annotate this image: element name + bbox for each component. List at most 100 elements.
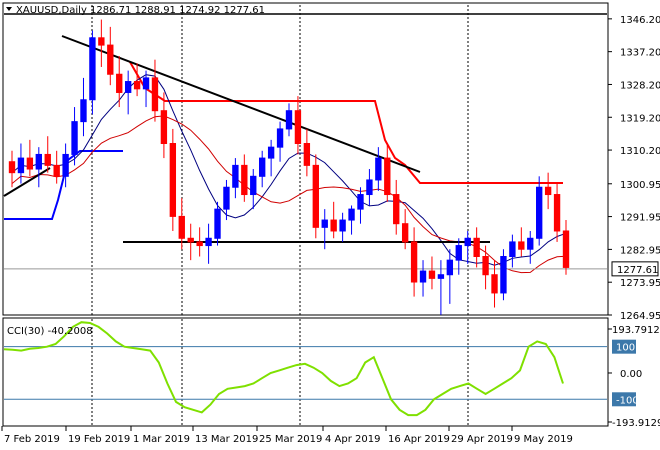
- cci-axis: 193.7912 100 0.00 -100 -193.9129: [608, 325, 660, 429]
- candle-body: [321, 219, 328, 228]
- last-price-tag: [611, 261, 659, 277]
- candle: [455, 238, 462, 275]
- candle: [250, 169, 257, 210]
- candle-body: [53, 164, 60, 177]
- candle: [214, 201, 221, 246]
- candle-body: [562, 230, 570, 268]
- collapse-triangle-icon[interactable]: [6, 7, 12, 11]
- candle: [303, 128, 311, 177]
- cci-level-tag: [612, 392, 636, 407]
- price-tick-label: 1310.20: [620, 146, 660, 157]
- time-tick-label: 29 Apr 2019: [451, 434, 513, 445]
- time-tick-label: 7 Feb 2019: [4, 434, 60, 445]
- candle: [187, 223, 194, 261]
- candle: [98, 19, 105, 67]
- candle-body: [536, 186, 543, 239]
- candle-body: [491, 274, 498, 294]
- cci-tick-label: 100: [616, 343, 635, 354]
- time-tick-label: 25 Mar 2019: [259, 434, 322, 445]
- candle-body: [384, 157, 391, 196]
- candle-body: [366, 179, 373, 196]
- candle: [339, 212, 346, 242]
- candle: [107, 26, 114, 86]
- candle: [482, 245, 489, 290]
- candle-body: [232, 164, 239, 188]
- candle-body: [80, 99, 87, 123]
- candle: [35, 147, 42, 188]
- candle-body: [276, 128, 284, 148]
- price-tick-label: 1273.95: [620, 278, 660, 289]
- candle-body: [544, 186, 552, 196]
- candle-body: [401, 223, 409, 243]
- price-tick-label: 1291.95: [620, 213, 660, 224]
- candle-body: [259, 157, 266, 177]
- candle-body: [527, 237, 534, 250]
- candle-body: [482, 255, 489, 276]
- candle: [536, 176, 543, 246]
- candle-body: [348, 208, 355, 221]
- last-price-label: 1277.61: [617, 265, 658, 276]
- price-tick-label: 1264.95: [620, 311, 660, 322]
- candle: [562, 220, 570, 275]
- candle: [473, 227, 480, 268]
- price-tick-label: 1328.20: [620, 80, 660, 91]
- cci-title: CCI(30) -40.2008: [7, 326, 93, 337]
- candle-body: [62, 153, 69, 177]
- candle-body: [303, 143, 311, 166]
- red-channel-line: [129, 61, 563, 184]
- candle: [44, 136, 51, 173]
- candle: [544, 172, 552, 210]
- candle-body: [312, 164, 319, 228]
- candle: [366, 169, 373, 206]
- candle-body: [473, 237, 480, 257]
- candle: [312, 154, 319, 239]
- rising-trendline: [3, 167, 51, 197]
- ma-fast-line: [11, 74, 567, 266]
- cci-tick-label: 0.00: [620, 369, 642, 380]
- candle-body: [393, 194, 400, 225]
- cci-level-tag: [612, 339, 636, 354]
- candle-body: [241, 164, 248, 196]
- candle-body: [518, 241, 525, 250]
- price-tick-label: 1300.95: [620, 180, 660, 191]
- candle-body: [553, 194, 561, 232]
- candle: [89, 30, 96, 115]
- candle: [375, 147, 382, 191]
- candle: [53, 150, 60, 184]
- candle-body: [250, 175, 257, 196]
- candle-body: [17, 157, 25, 174]
- time-tick-label: 19 Feb 2019: [68, 434, 130, 445]
- candle: [232, 158, 239, 199]
- candle: [8, 150, 16, 188]
- candle-body: [8, 161, 16, 174]
- time-tick-label: 4 Apr 2019: [325, 434, 380, 445]
- candle-body: [71, 121, 78, 155]
- candle: [446, 249, 454, 304]
- candle-body: [509, 241, 516, 257]
- candle: [285, 103, 293, 137]
- candle: [276, 121, 284, 162]
- candle-body: [214, 208, 221, 239]
- candle: [553, 183, 561, 242]
- candle: [124, 70, 132, 115]
- price-tick-label: 1282.95: [620, 245, 660, 256]
- candle-body: [116, 73, 123, 93]
- blue-channel-line: [4, 150, 123, 220]
- candle-body: [410, 241, 418, 283]
- candle-body: [500, 255, 507, 294]
- candle: [267, 139, 275, 177]
- ma-slow-line: [11, 115, 567, 274]
- candle-body: [133, 81, 141, 90]
- candle: [437, 260, 445, 315]
- candle: [518, 227, 525, 257]
- candle: [410, 227, 418, 297]
- candle: [384, 143, 391, 202]
- candle-body: [428, 270, 436, 279]
- candle: [294, 96, 302, 155]
- candle-body: [464, 237, 471, 247]
- candle-body: [339, 219, 346, 232]
- candle-body: [196, 241, 203, 247]
- candle: [223, 179, 230, 221]
- candle: [321, 209, 328, 250]
- candle: [348, 205, 355, 235]
